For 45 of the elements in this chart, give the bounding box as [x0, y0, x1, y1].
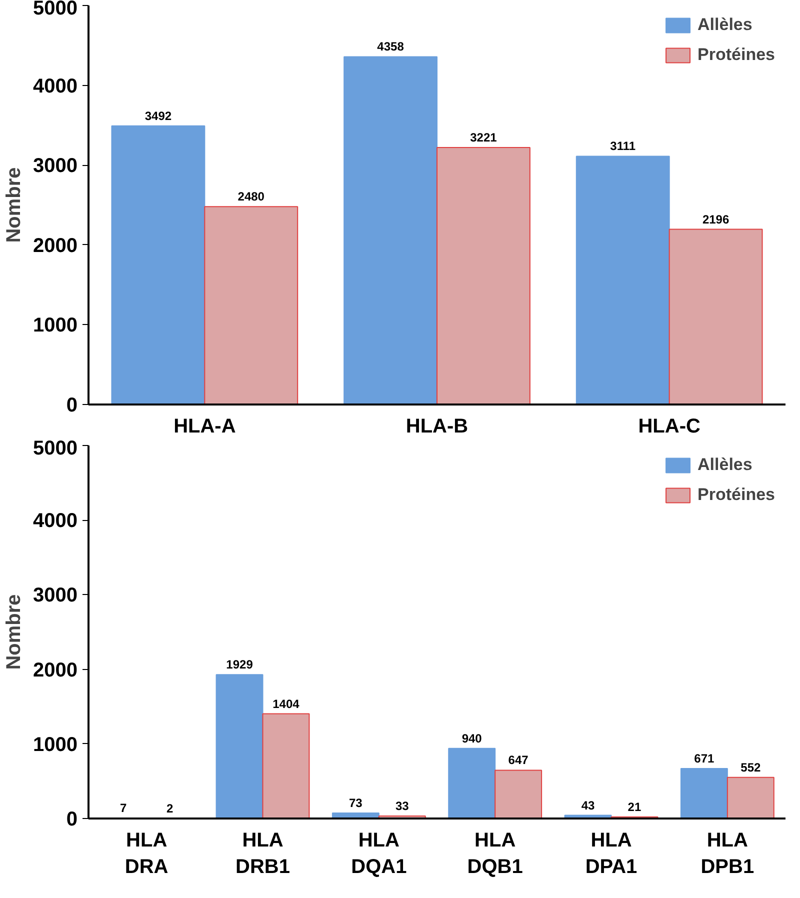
x-tick-label: HLA-B — [406, 416, 468, 438]
y-axis-title: Nombre — [3, 594, 26, 670]
y-tick-label: 4000 — [33, 510, 78, 532]
x-tick-label: HLA DRB1 — [236, 830, 290, 878]
data-label: 1404 — [272, 696, 300, 711]
y-tick-label: 3000 — [33, 155, 78, 178]
legend-label: Protéines — [698, 485, 775, 505]
data-label: 940 — [462, 731, 482, 746]
x-tick-label: HLA DPA1 — [585, 830, 638, 878]
y-tick-label: 3000 — [33, 584, 78, 607]
data-label: 1929 — [226, 658, 254, 672]
legend-label: Allèles — [698, 455, 752, 475]
data-label: 4358 — [377, 40, 404, 54]
x-tick-label: HLA-C — [638, 416, 700, 438]
data-label: 3492 — [144, 108, 172, 123]
y-tick-label: 4000 — [33, 75, 78, 98]
y-tick-label: 2000 — [33, 234, 78, 257]
y-tick-label: 1000 — [33, 314, 78, 337]
y-axis-title: Nombre — [3, 167, 26, 243]
y-tick-label: 5000 — [33, 0, 78, 20]
y-tick-label: 0 — [66, 394, 78, 416]
data-label: 73 — [349, 796, 363, 810]
y-tick-label: 5000 — [33, 438, 78, 460]
data-label: 21 — [628, 800, 642, 814]
x-tick-label: HLA DQA1 — [351, 830, 407, 878]
x-tick-label: HLA-A — [174, 416, 236, 438]
y-tick-label: 0 — [66, 808, 78, 830]
data-label: 671 — [694, 751, 715, 766]
data-label: 2196 — [702, 212, 730, 226]
data-label: 2480 — [238, 190, 265, 204]
x-tick-label: HLA DQB1 — [467, 830, 523, 878]
data-label: 2 — [166, 801, 174, 816]
data-label: 7 — [120, 800, 128, 815]
y-tick-label: 1000 — [33, 734, 78, 756]
data-label: 3111 — [610, 139, 636, 154]
data-label: 647 — [508, 753, 529, 768]
y-tick-label: 2000 — [33, 659, 78, 682]
x-tick-label: HLA DPB1 — [700, 830, 754, 878]
data-label: 33 — [395, 799, 410, 814]
legend-label: Allèles — [698, 15, 752, 35]
legend-label: Protéines — [698, 45, 775, 65]
data-label: 552 — [740, 760, 761, 774]
data-label: 3221 — [470, 130, 498, 144]
data-label: 43 — [581, 798, 596, 812]
x-tick-label: HLA DRA — [124, 830, 168, 878]
